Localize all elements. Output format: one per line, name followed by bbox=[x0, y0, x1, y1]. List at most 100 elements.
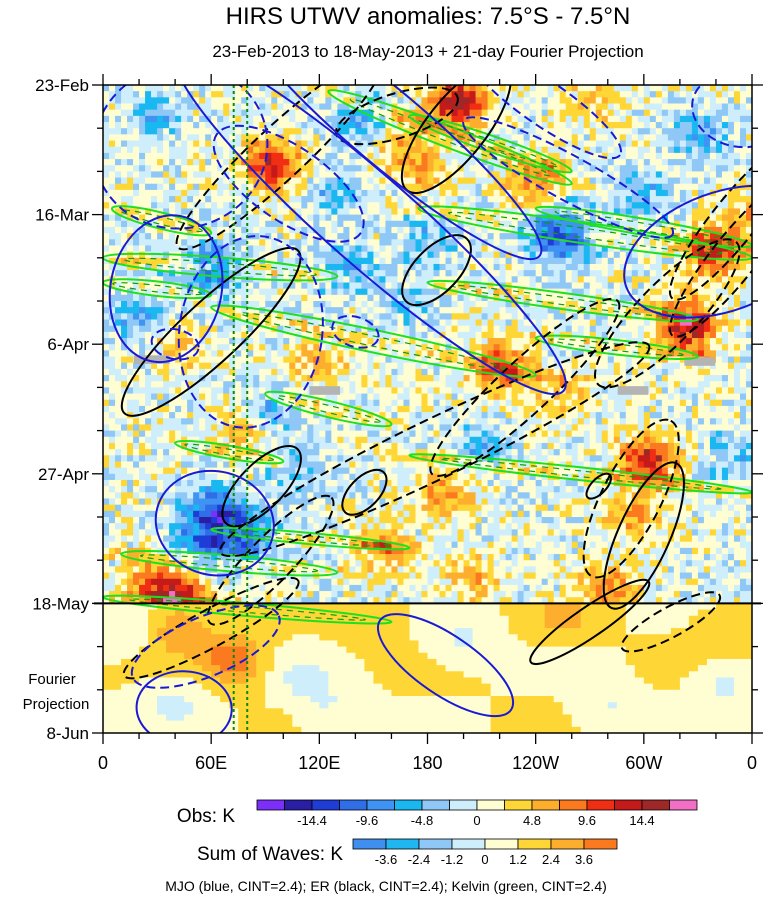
anomaly-cell bbox=[541, 214, 549, 222]
anomaly-cell bbox=[655, 159, 663, 166]
anomaly-cell bbox=[397, 91, 405, 98]
anomaly-cell bbox=[367, 233, 375, 240]
anomaly-cell bbox=[601, 313, 609, 321]
anomaly-cell bbox=[217, 362, 224, 370]
anomaly-cell bbox=[253, 189, 260, 197]
anomaly-cell bbox=[613, 263, 621, 271]
anomaly-cell bbox=[133, 301, 140, 308]
anomaly-cell bbox=[475, 91, 483, 98]
anomaly-cell bbox=[553, 301, 561, 308]
anomaly-cell bbox=[583, 165, 591, 172]
anomaly-cell bbox=[121, 251, 128, 259]
anomaly-cell bbox=[421, 362, 429, 370]
anomaly-cell bbox=[373, 183, 381, 191]
anomaly-cell bbox=[421, 159, 429, 166]
anomaly-cell bbox=[697, 362, 705, 370]
anomaly-cell bbox=[517, 165, 525, 172]
anomaly-cell bbox=[133, 115, 140, 123]
anomaly-cell bbox=[307, 202, 314, 210]
anomaly-cell bbox=[229, 97, 236, 105]
anomaly-cell bbox=[517, 177, 525, 185]
anomaly-cell bbox=[535, 128, 543, 135]
anomaly-cell bbox=[421, 214, 429, 222]
anomaly-cell bbox=[307, 177, 314, 185]
anomaly-cell bbox=[445, 245, 453, 253]
anomaly-cell bbox=[301, 140, 308, 148]
anomaly-cell bbox=[217, 226, 224, 234]
anomaly-cell bbox=[715, 226, 723, 234]
anomaly-cell bbox=[487, 140, 495, 148]
anomaly-cell bbox=[301, 245, 308, 253]
anomaly-cell bbox=[589, 159, 597, 166]
anomaly-cell bbox=[283, 282, 290, 290]
anomaly-cell bbox=[121, 196, 128, 203]
anomaly-cell bbox=[535, 214, 543, 222]
anomaly-cell bbox=[565, 338, 573, 345]
anomaly-cell bbox=[121, 263, 128, 271]
anomaly-cell bbox=[541, 202, 549, 210]
anomaly-cell bbox=[313, 282, 320, 290]
anomaly-cell bbox=[739, 196, 747, 203]
anomaly-cell bbox=[511, 122, 519, 129]
anomaly-cell bbox=[433, 233, 441, 240]
anomaly-cell bbox=[529, 362, 537, 370]
anomaly-cell bbox=[253, 263, 260, 271]
plot-area bbox=[103, 85, 752, 733]
anomaly-cell bbox=[571, 115, 579, 123]
anomaly-cell bbox=[319, 214, 326, 222]
anomaly-cell bbox=[337, 307, 344, 314]
anomaly-cell bbox=[103, 325, 110, 333]
anomaly-cell bbox=[157, 152, 164, 160]
anomaly-cell bbox=[169, 313, 176, 321]
anomaly-cell bbox=[613, 140, 621, 148]
anomaly-cell bbox=[523, 146, 531, 154]
anomaly-cell bbox=[229, 134, 236, 142]
anomaly-cell bbox=[181, 177, 188, 185]
anomaly-cell bbox=[175, 103, 182, 111]
anomaly-cell bbox=[733, 152, 741, 160]
anomaly-cell bbox=[361, 220, 369, 228]
anomaly-cell bbox=[511, 233, 519, 240]
anomaly-cell bbox=[367, 196, 375, 203]
anomaly-cell bbox=[583, 152, 591, 160]
anomaly-cell bbox=[529, 103, 537, 111]
anomaly-cell bbox=[373, 128, 381, 135]
anomaly-cell bbox=[577, 208, 585, 216]
anomaly-cell bbox=[157, 257, 164, 265]
anomaly-cell bbox=[247, 313, 254, 321]
anomaly-cell bbox=[577, 165, 585, 172]
anomaly-cell bbox=[361, 134, 369, 142]
anomaly-cell bbox=[409, 177, 417, 185]
anomaly-cell bbox=[337, 294, 344, 302]
anomaly-cell bbox=[649, 319, 657, 327]
anomaly-cell bbox=[427, 313, 435, 321]
anomaly-cell bbox=[721, 251, 729, 259]
anomaly-cell bbox=[181, 325, 188, 333]
anomaly-cell bbox=[367, 109, 375, 117]
anomaly-cell bbox=[373, 313, 381, 321]
anomaly-cell bbox=[325, 313, 332, 321]
anomaly-cell bbox=[193, 245, 200, 253]
anomaly-cell bbox=[631, 288, 639, 296]
anomaly-cell bbox=[277, 344, 284, 351]
anomaly-cell bbox=[535, 307, 543, 314]
anomaly-cell bbox=[427, 214, 435, 222]
anomaly-cell bbox=[313, 214, 320, 222]
anomaly-cell bbox=[625, 257, 633, 265]
anomaly-cell bbox=[103, 189, 110, 197]
anomaly-cell bbox=[583, 214, 591, 222]
anomaly-cell bbox=[127, 122, 134, 129]
anomaly-cell bbox=[487, 282, 495, 290]
anomaly-cell bbox=[103, 331, 110, 339]
anomaly-cell bbox=[661, 282, 669, 290]
anomaly-cell bbox=[739, 109, 747, 117]
anomaly-cell bbox=[535, 313, 543, 321]
anomaly-cell bbox=[259, 109, 266, 117]
anomaly-cell bbox=[643, 276, 651, 284]
anomaly-cell bbox=[127, 251, 134, 259]
anomaly-cell bbox=[205, 103, 212, 111]
anomaly-cell bbox=[649, 276, 657, 284]
anomaly-cell bbox=[715, 115, 723, 123]
anomaly-cell bbox=[685, 128, 693, 135]
anomaly-cell bbox=[391, 140, 399, 148]
